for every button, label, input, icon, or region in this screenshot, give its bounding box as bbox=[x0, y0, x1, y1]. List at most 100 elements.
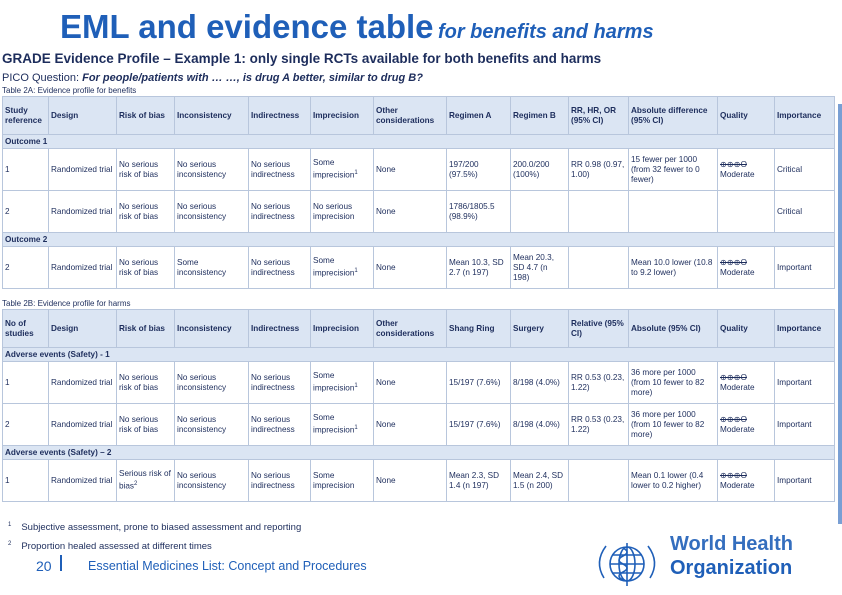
column-header: Importance bbox=[774, 309, 835, 348]
absolute-effect-cell: 36 more per 1000 (from 10 fewer to 82 mo… bbox=[628, 361, 718, 404]
study-reference-text: 1 bbox=[5, 475, 10, 485]
imprecision-cell: Some imprecision bbox=[310, 459, 374, 502]
risk-of-bias-cell-text: No serious risk of bias bbox=[119, 414, 159, 434]
inconsistency-cell: No serious inconsistency bbox=[174, 148, 249, 191]
column-header: Indirectness bbox=[248, 96, 311, 135]
design-cell: Randomized trial bbox=[48, 190, 117, 233]
study-reference: 1 bbox=[2, 459, 49, 502]
outcome-label: Adverse events (Safety) – 2 bbox=[2, 445, 835, 460]
outcome-label: Outcome 1 bbox=[2, 134, 835, 149]
regimen-a-cell: 15/197 (7.6%) bbox=[446, 361, 511, 404]
footnote-marker: 1 bbox=[354, 383, 358, 390]
pico-label: PICO Question: bbox=[2, 72, 80, 84]
other-considerations-cell: None bbox=[373, 361, 447, 404]
organization-name-line2: Organization bbox=[670, 557, 793, 579]
column-header: Importance bbox=[774, 96, 835, 135]
design-cell: Randomized trial bbox=[48, 459, 117, 502]
regimen-b-cell: 8/198 (4.0%) bbox=[510, 403, 569, 446]
imprecision-text: Some imprecision bbox=[313, 256, 355, 278]
column-header: Imprecision bbox=[310, 309, 374, 348]
column-header: Regimen A bbox=[446, 96, 511, 135]
risk-of-bias-cell: No serious risk of bias bbox=[116, 246, 175, 289]
table-spacer bbox=[2, 289, 838, 299]
harms-table: No of studies Design Risk of bias Inconsist… bbox=[2, 309, 835, 502]
column-header: Risk of bias bbox=[116, 309, 175, 348]
risk-of-bias-cell-text: No serious risk of bias bbox=[119, 159, 159, 179]
design-cell-text: Randomized trial bbox=[51, 164, 113, 174]
indirectness-cell: No serious indirectness bbox=[248, 459, 311, 502]
inconsistency-cell: No serious inconsistency bbox=[174, 190, 249, 233]
risk-of-bias-cell: Serious risk of bias2 bbox=[116, 459, 175, 502]
indirectness-cell: No serious indirectness bbox=[248, 403, 311, 446]
footnote-1: 1 Subjective assessment, prone to biased … bbox=[8, 522, 302, 534]
quality-text: Moderate bbox=[720, 267, 755, 277]
outcome-row: Outcome 1 bbox=[2, 134, 835, 149]
profile-title: GRADE Evidence Profile – Example 1: only… bbox=[2, 51, 602, 66]
column-header: No of studies bbox=[2, 309, 49, 348]
outcome-row: Adverse events (Safety) - 1 bbox=[2, 347, 835, 362]
relative-effect-cell: RR 0.53 (0.23, 1.22) bbox=[568, 361, 629, 404]
imprecision-text: Some imprecision bbox=[313, 371, 355, 393]
study-reference-text: 1 bbox=[5, 164, 10, 174]
risk-of-bias-cell: No serious risk of bias bbox=[116, 148, 175, 191]
inconsistency-cell: No serious inconsistency bbox=[174, 403, 249, 446]
organization-name-line1: World Health bbox=[670, 533, 793, 555]
outcome-row: Outcome 2 bbox=[2, 232, 835, 247]
harms-caption: Table 2B: Evidence profile for harms bbox=[2, 299, 131, 308]
other-considerations-cell: None bbox=[373, 246, 447, 289]
indirectness-cell: No serious indirectness bbox=[248, 361, 311, 404]
column-header: Absolute difference (95% CI) bbox=[628, 96, 718, 135]
slide-title-main: EML and evidence table bbox=[60, 8, 434, 45]
risk-of-bias-cell-text: No serious risk of bias bbox=[119, 372, 159, 392]
study-reference: 2 bbox=[2, 246, 49, 289]
table-row: 1 Randomized trial No serious risk of bias… bbox=[2, 361, 835, 404]
regimen-b-cell: 200.0/200 (100%) bbox=[510, 148, 569, 191]
other-considerations-cell: None bbox=[373, 459, 447, 502]
column-header: Absolute (95% CI) bbox=[628, 309, 718, 348]
regimen-a-cell: 15/197 (7.6%) bbox=[446, 403, 511, 446]
inconsistency-cell-text: No serious inconsistency bbox=[177, 201, 227, 221]
inconsistency-cell: No serious inconsistency bbox=[174, 361, 249, 404]
evidence-profile: GRADE Evidence Profile – Example 1: only… bbox=[2, 50, 838, 502]
column-header: Study reference bbox=[2, 96, 49, 135]
imprecision-cell: No serious imprecision bbox=[310, 190, 374, 233]
quality-text: Moderate bbox=[720, 480, 755, 490]
who-emblem-icon bbox=[598, 543, 656, 586]
organization-name: World Health Organization bbox=[670, 532, 840, 580]
design-cell-text: Randomized trial bbox=[51, 262, 113, 272]
imprecision-text: No serious imprecision bbox=[313, 201, 355, 221]
column-header: Relative (95% CI) bbox=[568, 309, 629, 348]
footnote-2: 2 Proportion healed assessed at different… bbox=[8, 541, 212, 553]
risk-of-bias-cell-text: No serious risk of bias bbox=[119, 257, 159, 277]
footer-text: Essential Medicines List: Concept and Pr… bbox=[88, 559, 367, 573]
risk-of-bias-cell: No serious risk of bias bbox=[116, 190, 175, 233]
footnote-marker: 1 bbox=[354, 170, 358, 177]
regimen-b-cell: Mean 20.3, SD 4.7 (n 198) bbox=[510, 246, 569, 289]
outcome-label: Adverse events (Safety) - 1 bbox=[2, 347, 835, 362]
column-header: Design bbox=[48, 309, 117, 348]
outcome-label: Outcome 2 bbox=[2, 232, 835, 247]
slide-title: EML and evidence table for benefits and … bbox=[60, 8, 654, 52]
design-cell: Randomized trial bbox=[48, 403, 117, 446]
table-row: 1 Randomized trial No serious risk of bias… bbox=[2, 148, 835, 191]
column-header: Other considerations bbox=[373, 309, 447, 348]
absolute-effect-cell: Mean 10.0 lower (10.8 to 9.2 lower) bbox=[628, 246, 718, 289]
inconsistency-cell: No serious inconsistency bbox=[174, 459, 249, 502]
absolute-effect-cell: 15 fewer per 1000 (from 32 fewer to 0 fe… bbox=[628, 148, 718, 191]
pico-question: PICO Question: For people/patients with … bbox=[2, 71, 838, 86]
importance-cell: Critical bbox=[774, 148, 835, 191]
table-header-row: No of studies Design Risk of bias Inconsist… bbox=[2, 309, 835, 348]
importance-cell: Important bbox=[774, 246, 835, 289]
indirectness-cell-text: No serious indirectness bbox=[251, 257, 295, 277]
quality-cell: ⊕⊕⊕O Moderate bbox=[717, 361, 775, 404]
imprecision-cell: Some imprecision1 bbox=[310, 361, 374, 404]
design-cell-text: Randomized trial bbox=[51, 419, 113, 429]
quality-cell: ⊕⊕⊕O Moderate bbox=[717, 403, 775, 446]
table-row: 1 Randomized trial Serious risk of bias2 No… bbox=[2, 459, 835, 502]
column-header: Inconsistency bbox=[174, 309, 249, 348]
inconsistency-cell-text: No serious inconsistency bbox=[177, 470, 227, 490]
indirectness-cell: No serious indirectness bbox=[248, 246, 311, 289]
imprecision-cell: Some imprecision1 bbox=[310, 403, 374, 446]
quality-cell: ⊕⊕⊕O Moderate bbox=[717, 148, 775, 191]
study-reference: 2 bbox=[2, 403, 49, 446]
